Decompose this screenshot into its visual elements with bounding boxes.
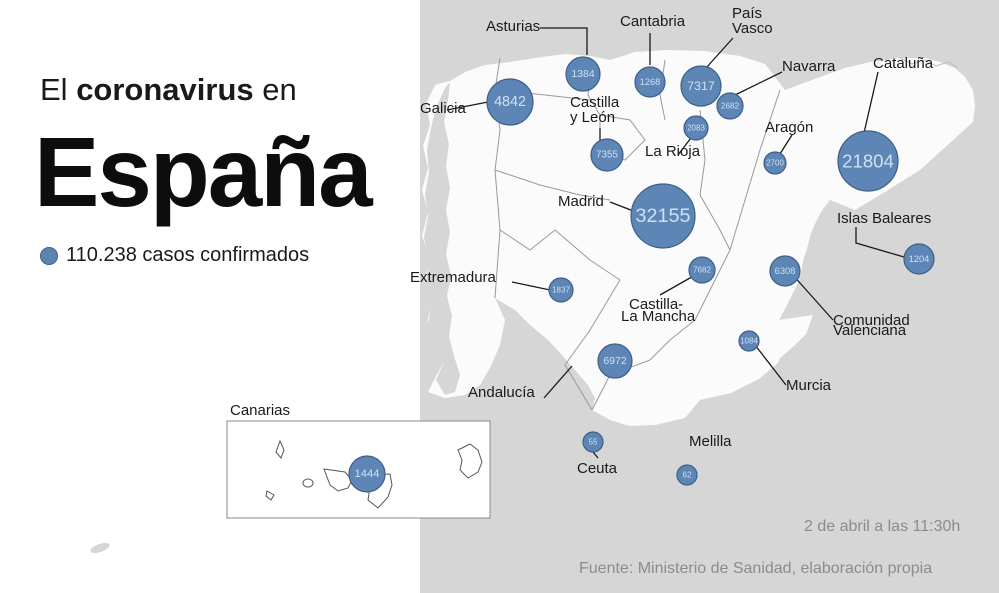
svg-text:32155: 32155 bbox=[635, 205, 690, 227]
svg-text:55: 55 bbox=[589, 438, 598, 447]
svg-text:62: 62 bbox=[683, 471, 692, 480]
svg-text:6972: 6972 bbox=[603, 355, 627, 367]
svg-text:1268: 1268 bbox=[640, 77, 661, 87]
svg-text:1444: 1444 bbox=[355, 468, 380, 480]
svg-text:1204: 1204 bbox=[909, 254, 930, 264]
svg-text:7317: 7317 bbox=[687, 79, 715, 93]
svg-text:21804: 21804 bbox=[842, 151, 894, 172]
svg-text:1837: 1837 bbox=[552, 286, 570, 295]
svg-text:7355: 7355 bbox=[596, 150, 618, 161]
svg-text:2700: 2700 bbox=[766, 159, 784, 168]
svg-text:4842: 4842 bbox=[494, 94, 526, 110]
svg-text:2083: 2083 bbox=[687, 124, 705, 133]
svg-text:7682: 7682 bbox=[693, 266, 712, 275]
svg-text:2682: 2682 bbox=[721, 102, 740, 111]
svg-text:1084: 1084 bbox=[740, 337, 758, 346]
svg-text:6308: 6308 bbox=[775, 266, 796, 276]
svg-text:1384: 1384 bbox=[571, 68, 595, 80]
